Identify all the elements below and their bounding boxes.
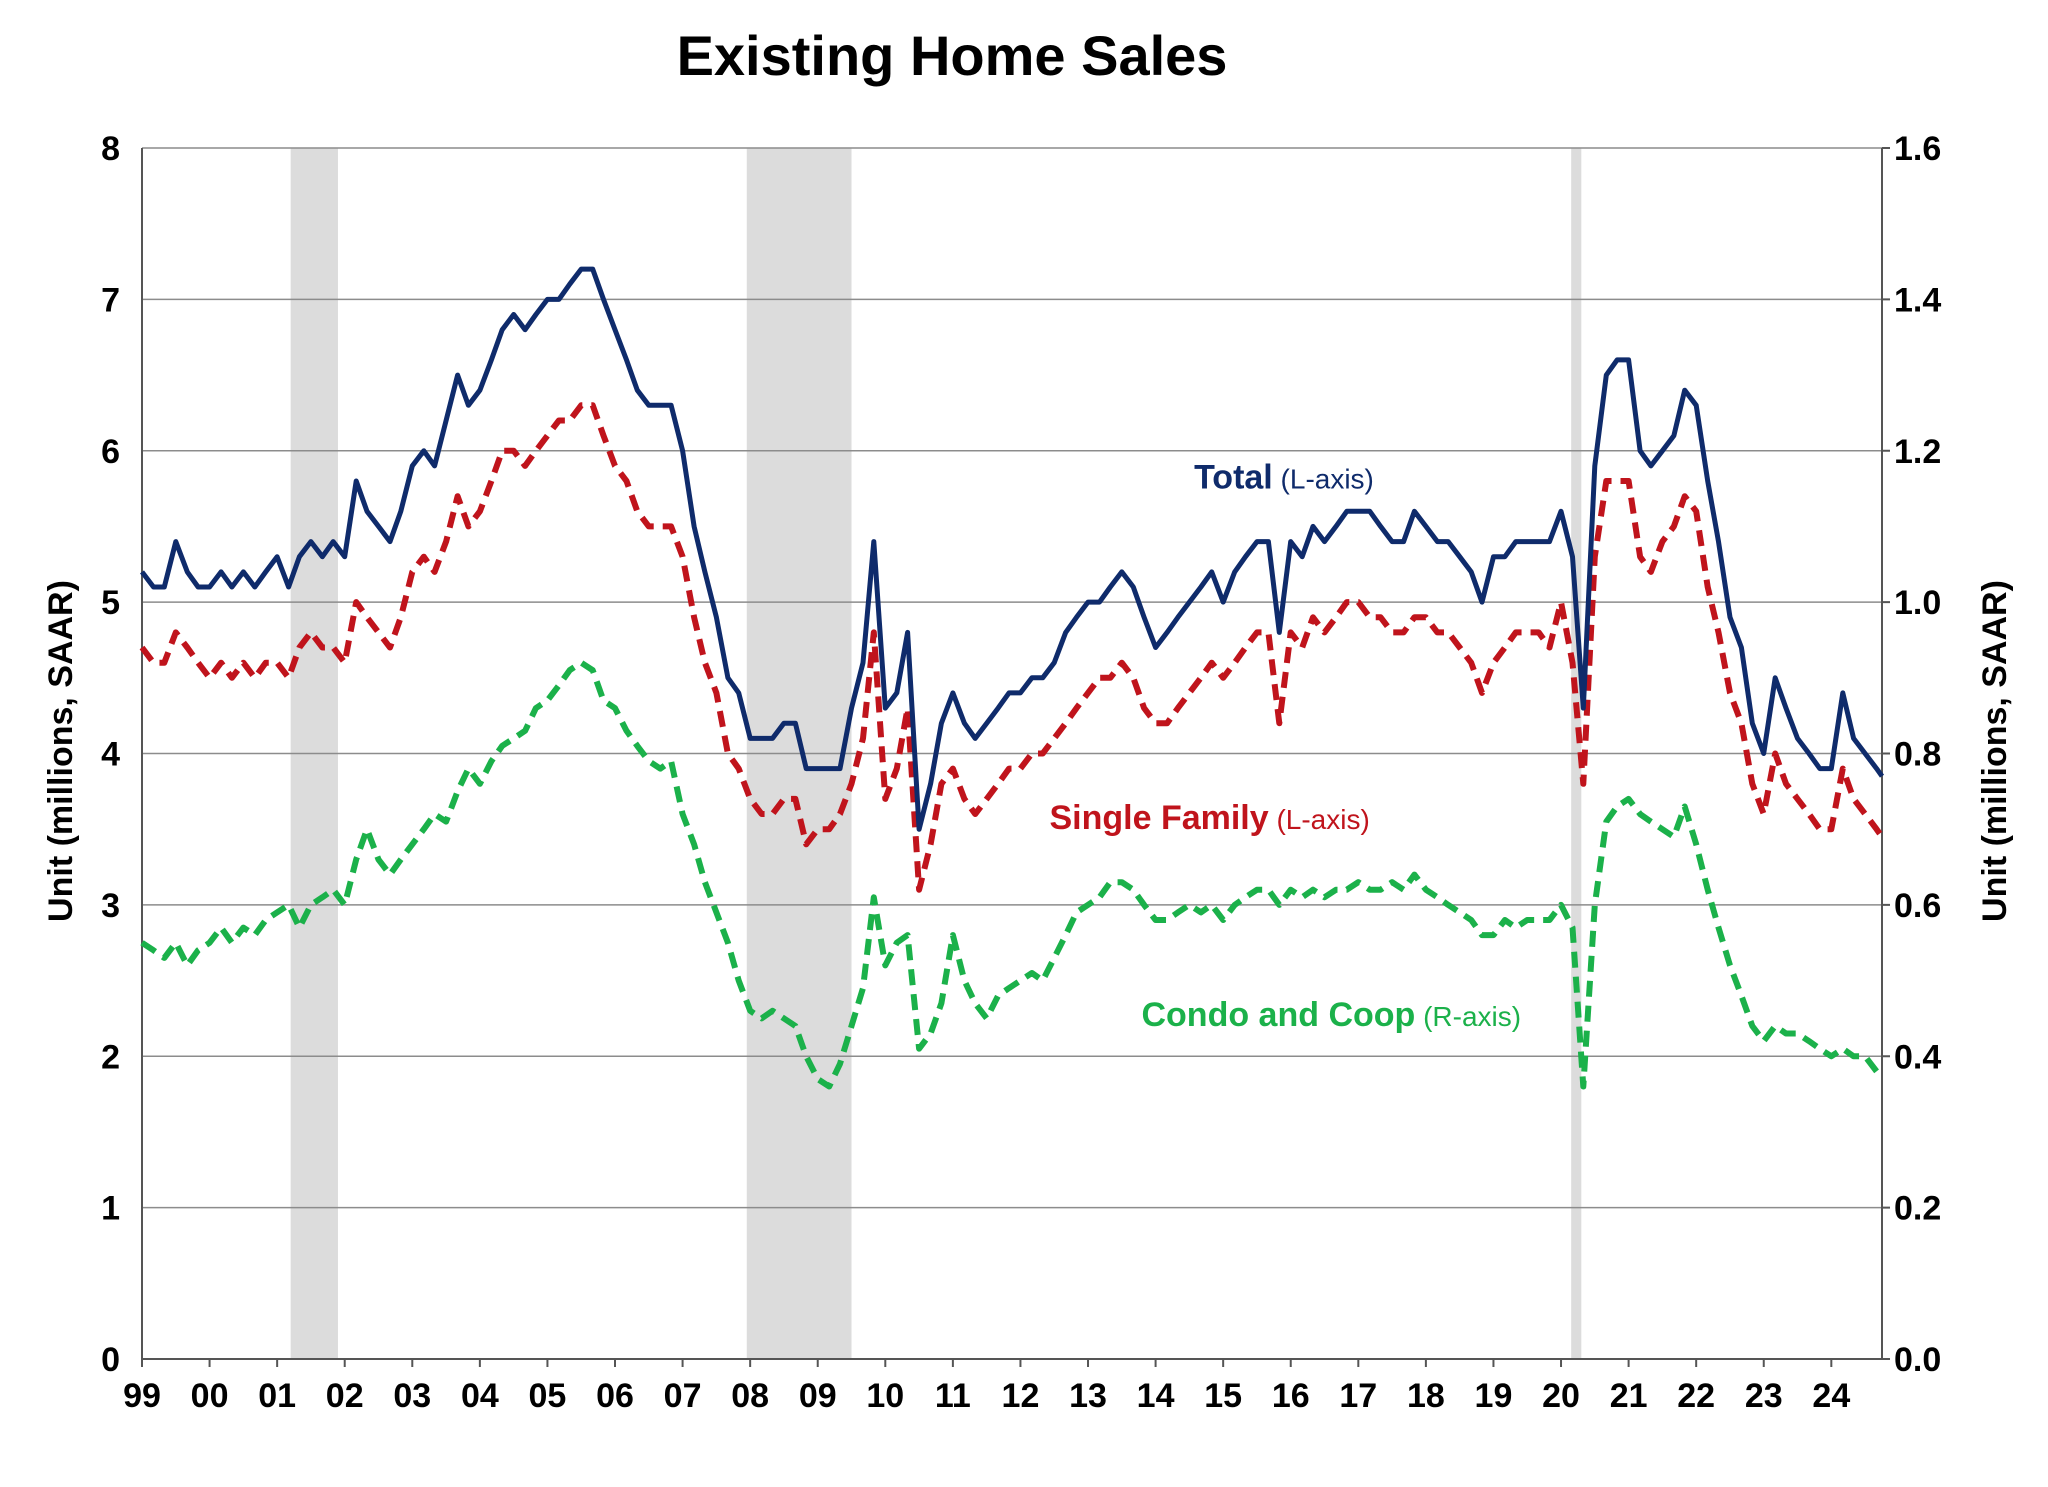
x-tick-label: 12 bbox=[1002, 1377, 1040, 1415]
series-line-total bbox=[140, 266, 1885, 832]
left-tick-label: 2 bbox=[101, 1038, 120, 1076]
gridlines bbox=[142, 147, 1882, 1360]
x-tick-label: 02 bbox=[326, 1377, 364, 1415]
annotation-label: Condo and Coop bbox=[1141, 996, 1415, 1034]
right-axis-title: Unit (millions, SAAR) bbox=[1976, 580, 2014, 922]
x-tick-label: 21 bbox=[1610, 1377, 1648, 1415]
right-tick-label: 0.8 bbox=[1894, 736, 1941, 774]
annotation-axis-note: (L-axis) bbox=[1269, 804, 1370, 835]
left-tick-label: 7 bbox=[101, 281, 120, 319]
right-tick-label: 1.2 bbox=[1894, 433, 1941, 471]
x-tick-label: 24 bbox=[1812, 1377, 1850, 1415]
x-tick-label: 11 bbox=[935, 1377, 971, 1415]
annotation-condo: Condo and Coop (R-axis) bbox=[1141, 996, 1521, 1034]
left-tick-label: 1 bbox=[101, 1190, 120, 1228]
x-tick-label: 16 bbox=[1272, 1377, 1310, 1415]
left-tick-label: 8 bbox=[101, 130, 120, 168]
left-tick-label: 5 bbox=[101, 584, 120, 622]
right-tick-label: 1.4 bbox=[1894, 281, 1941, 319]
x-tick-label: 06 bbox=[596, 1377, 634, 1415]
annotation-label: Total bbox=[1194, 459, 1273, 497]
x-tick-label: 08 bbox=[731, 1377, 769, 1415]
right-tick-label: 1.0 bbox=[1894, 584, 1941, 622]
axes: 0 0.0 1 0.2 2 0.4 3 0.6 4 0.8 5 1.0 6 1.2 7 1.4 8 1.6 99 00… bbox=[101, 130, 1941, 1415]
x-tick-label: 14 bbox=[1137, 1377, 1175, 1415]
annotation-axis-note: (L-axis) bbox=[1273, 464, 1374, 495]
x-tick-label: 05 bbox=[529, 1377, 567, 1415]
right-tick-label: 1.6 bbox=[1894, 130, 1941, 168]
x-tick-label: 99 bbox=[123, 1377, 161, 1415]
x-tick-label: 13 bbox=[1069, 1377, 1107, 1415]
x-tick-label: 19 bbox=[1475, 1377, 1513, 1415]
right-tick-label: 0.6 bbox=[1894, 887, 1941, 925]
x-tick-label: 23 bbox=[1745, 1377, 1783, 1415]
annotation-label: Single Family bbox=[1049, 799, 1268, 837]
x-tick-label: 09 bbox=[799, 1377, 837, 1415]
x-tick-label: 07 bbox=[664, 1377, 702, 1415]
left-tick-label: 4 bbox=[101, 736, 120, 774]
x-tick-label: 20 bbox=[1542, 1377, 1580, 1415]
right-tick-label: 0.2 bbox=[1894, 1190, 1941, 1228]
right-tick-label: 0.4 bbox=[1894, 1038, 1941, 1076]
x-tick-label: 17 bbox=[1339, 1377, 1377, 1415]
annotation-total: Total (L-axis) bbox=[1194, 459, 1374, 497]
x-tick-label: 04 bbox=[461, 1377, 499, 1415]
series-line-single-family bbox=[139, 402, 1885, 893]
series-annotations: Total (L-axis)Single Family (L-axis)Cond… bbox=[1049, 459, 1521, 1034]
x-tick-label: 15 bbox=[1204, 1377, 1242, 1415]
series-line-condo-and-coop bbox=[140, 659, 1882, 1090]
left-tick-label: 6 bbox=[101, 433, 120, 471]
x-tick-label: 01 bbox=[258, 1377, 296, 1415]
right-tick-label: 0.0 bbox=[1894, 1341, 1941, 1379]
x-tick-label: 22 bbox=[1677, 1377, 1715, 1415]
annotation-single_family: Single Family (L-axis) bbox=[1049, 799, 1369, 837]
left-tick-label: 3 bbox=[101, 887, 120, 925]
x-tick-label: 18 bbox=[1407, 1377, 1445, 1415]
left-axis-title: Unit (millions, SAAR) bbox=[42, 580, 80, 922]
annotation-axis-note: (R-axis) bbox=[1415, 1001, 1521, 1032]
series-lines bbox=[139, 266, 1885, 1090]
left-tick-label: 0 bbox=[101, 1341, 120, 1379]
x-tick-label: 10 bbox=[866, 1377, 904, 1415]
x-tick-label: 03 bbox=[393, 1377, 431, 1415]
x-tick-label: 00 bbox=[191, 1377, 229, 1415]
chart-title: Existing Home Sales bbox=[677, 24, 1228, 87]
